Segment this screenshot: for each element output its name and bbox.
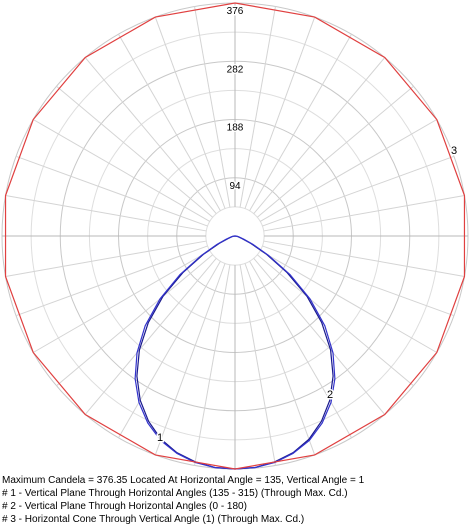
- grid-spoke: [259, 250, 438, 353]
- grid-spoke: [15, 245, 208, 317]
- grid-spoke: [256, 254, 414, 387]
- max-candela-line: Maximum Candela = 376.35 Located At Hori…: [2, 475, 365, 486]
- grid-spoke: [262, 245, 455, 317]
- grid-spoke: [154, 263, 226, 456]
- radial-tick-label: 188: [227, 123, 244, 134]
- radial-tick-label: 282: [227, 64, 244, 75]
- series-curve-horizontal-cone-1: [4, 2, 466, 470]
- grid-spoke: [56, 254, 214, 387]
- grid-spoke: [84, 257, 217, 415]
- polar-plot: 94 188 282 376 1 2 3: [1, 2, 469, 470]
- grid-spoke: [5, 195, 207, 232]
- grid-spoke: [259, 119, 438, 222]
- curve-label-1: 1: [157, 432, 163, 444]
- legend-line-3: # 3 - Horizontal Cone Through Vertical A…: [2, 514, 305, 525]
- radial-tick-labels: 94 188 282 376: [225, 5, 245, 194]
- grid-spoke: [249, 260, 352, 439]
- grid-spoke: [154, 16, 226, 209]
- grid-spoke: [118, 260, 221, 439]
- grid-spoke: [15, 155, 208, 227]
- grid-spoke: [263, 195, 465, 232]
- curve-labels: 1 2 3: [156, 144, 459, 446]
- grid-spoke: [118, 33, 221, 212]
- grid-spoke: [239, 264, 276, 466]
- grid-spoke: [32, 250, 211, 353]
- grid-spoke: [56, 85, 214, 218]
- series-layer: [4, 2, 466, 470]
- grid-spoke: [244, 263, 316, 456]
- radial-tick-label: 376: [227, 6, 244, 17]
- grid-spoke: [256, 85, 414, 218]
- grid-spoke: [194, 264, 231, 466]
- curve-label-2: 2: [327, 389, 333, 401]
- radial-tick-label: 94: [229, 181, 241, 192]
- grid-spoke: [253, 257, 386, 415]
- grid-spoke: [5, 240, 207, 277]
- chart-caption: Maximum Candela = 376.35 Located At Hori…: [2, 474, 468, 526]
- grid-spoke: [194, 6, 231, 208]
- grid-spoke: [84, 57, 217, 215]
- grid-spoke: [263, 240, 465, 277]
- grid-spoke: [32, 119, 211, 222]
- grid-spoke: [239, 6, 276, 208]
- legend-line-1: # 1 - Vertical Plane Through Horizontal …: [2, 488, 348, 499]
- grid-spoke: [253, 57, 386, 215]
- grid-spoke: [262, 155, 455, 227]
- curve-label-3: 3: [451, 145, 457, 157]
- grid-spoke: [244, 16, 316, 209]
- legend-line-2: # 2 - Vertical Plane Through Horizontal …: [2, 501, 247, 512]
- grid-spoke: [249, 33, 352, 212]
